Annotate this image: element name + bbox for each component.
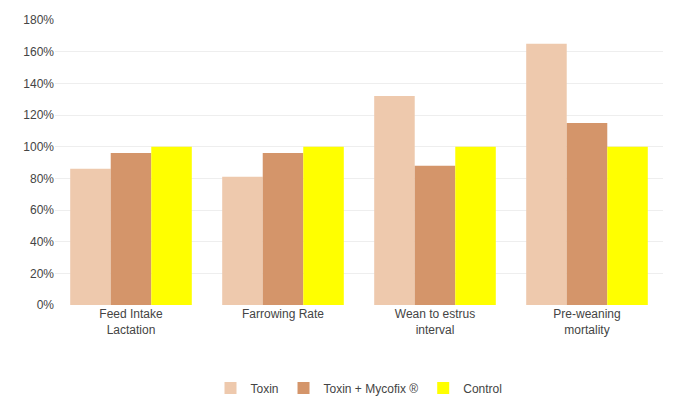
svg-text:Wean to estrusinterval: Wean to estrusinterval: [395, 307, 475, 337]
svg-text:20%: 20%: [30, 267, 54, 281]
svg-text:40%: 40%: [30, 235, 54, 249]
svg-text:180%: 180%: [23, 13, 54, 27]
svg-text:Toxin + Mycofix ®: Toxin + Mycofix ®: [324, 382, 419, 396]
svg-text:60%: 60%: [30, 203, 54, 217]
svg-text:160%: 160%: [23, 45, 54, 59]
svg-text:Pre-weaningmortality: Pre-weaningmortality: [553, 307, 620, 337]
svg-text:140%: 140%: [23, 77, 54, 91]
svg-text:120%: 120%: [23, 108, 54, 122]
svg-text:Feed IntakeLactation: Feed IntakeLactation: [99, 307, 163, 337]
svg-text:Control: Control: [463, 382, 502, 396]
svg-text:Toxin: Toxin: [251, 382, 279, 396]
svg-text:80%: 80%: [30, 172, 54, 186]
svg-text:Farrowing Rate: Farrowing Rate: [242, 307, 324, 321]
svg-text:100%: 100%: [23, 140, 54, 154]
svg-text:0%: 0%: [37, 298, 55, 312]
